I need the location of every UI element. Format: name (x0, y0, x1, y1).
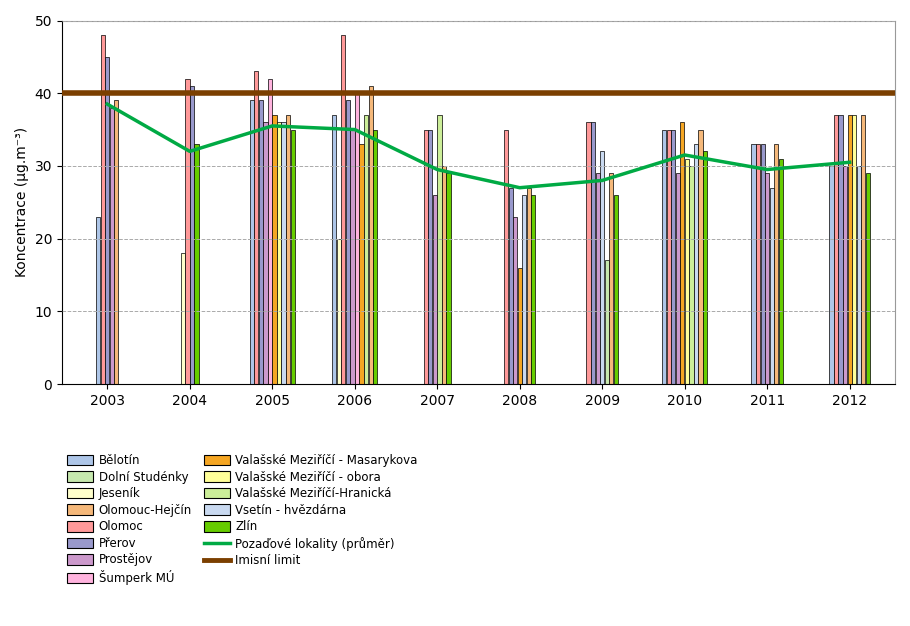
Bar (281, 122, 286, 384)
Bar (856, 166, 861, 384)
Bar (249, 100, 254, 384)
Bar (424, 130, 428, 384)
Bar (865, 173, 870, 384)
Bar (518, 268, 521, 384)
Bar (513, 217, 517, 384)
Bar (286, 115, 290, 384)
Bar (447, 173, 450, 384)
Bar (861, 115, 865, 384)
Bar (181, 253, 185, 384)
Bar (667, 130, 671, 384)
Bar (699, 130, 703, 384)
Bar (752, 144, 755, 384)
Bar (101, 35, 105, 384)
Bar (337, 239, 341, 384)
Bar (290, 130, 295, 384)
Y-axis label: Koncentrace (μg.m⁻³): Koncentrace (μg.m⁻³) (15, 127, 29, 277)
Bar (694, 144, 698, 384)
Bar (195, 144, 198, 384)
Bar (676, 173, 680, 384)
Bar (268, 79, 272, 384)
Bar (96, 217, 100, 384)
Bar (761, 144, 764, 384)
Bar (600, 151, 604, 384)
Bar (604, 260, 609, 384)
Bar (258, 100, 263, 384)
Bar (690, 166, 693, 384)
Bar (115, 100, 118, 384)
Bar (438, 115, 441, 384)
Bar (591, 122, 595, 384)
Bar (609, 173, 613, 384)
Bar (852, 115, 856, 384)
Bar (110, 108, 114, 384)
Bar (779, 158, 783, 384)
Bar (662, 130, 666, 384)
Bar (522, 195, 526, 384)
Bar (756, 144, 760, 384)
Bar (186, 79, 189, 384)
Bar (672, 130, 675, 384)
Bar (681, 122, 684, 384)
Bar (770, 188, 774, 384)
Bar (838, 115, 843, 384)
Bar (829, 166, 834, 384)
Bar (433, 195, 437, 384)
Bar (847, 115, 852, 384)
Legend: Bělotín, Dolní Studénky, Jeseník, Olomouc-Hejčín, Olomoc, Přerov, Prostějov, Šum: Bělotín, Dolní Studénky, Jeseník, Olomou… (62, 449, 422, 590)
Bar (355, 93, 359, 384)
Bar (364, 115, 369, 384)
Bar (834, 115, 838, 384)
Bar (373, 130, 378, 384)
Bar (350, 130, 355, 384)
Bar (586, 122, 591, 384)
Bar (263, 122, 268, 384)
Bar (774, 144, 778, 384)
Bar (504, 130, 508, 384)
Bar (509, 188, 512, 384)
Bar (346, 100, 350, 384)
Bar (843, 166, 847, 384)
Bar (369, 86, 373, 384)
Bar (341, 35, 346, 384)
Bar (254, 71, 258, 384)
Bar (703, 151, 707, 384)
Bar (190, 86, 194, 384)
Bar (613, 195, 618, 384)
Bar (442, 166, 446, 384)
Bar (277, 122, 281, 384)
Bar (595, 173, 600, 384)
Bar (359, 144, 364, 384)
Bar (106, 57, 109, 384)
Bar (527, 188, 531, 384)
Bar (332, 115, 337, 384)
Bar (429, 130, 432, 384)
Bar (272, 115, 277, 384)
Bar (685, 158, 689, 384)
Bar (765, 173, 769, 384)
Bar (531, 195, 535, 384)
